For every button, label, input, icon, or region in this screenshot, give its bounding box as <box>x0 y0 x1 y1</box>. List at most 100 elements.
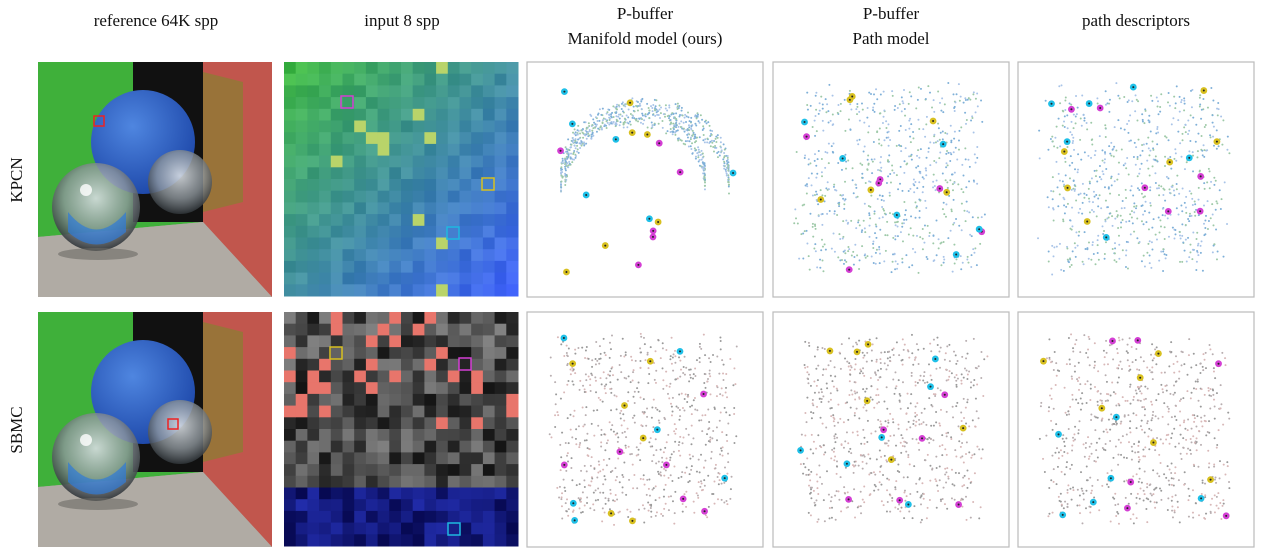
embedding-point <box>1163 188 1166 191</box>
embedding-point <box>733 442 736 445</box>
embedding-point <box>827 110 830 113</box>
embedding-point <box>887 175 890 178</box>
embedding-point <box>964 220 967 223</box>
embedding-point <box>863 436 866 439</box>
embedding-point <box>937 247 940 250</box>
embedding-point <box>897 427 900 430</box>
embedding-point <box>706 141 709 144</box>
embedding-point <box>639 477 642 480</box>
embedding-point <box>678 105 681 108</box>
embedding-point <box>602 483 605 486</box>
embedding-point <box>615 408 618 411</box>
embedding-point <box>872 240 875 243</box>
embedding-point <box>863 145 866 148</box>
embedding-point <box>599 352 602 355</box>
embedding-point <box>1154 155 1157 158</box>
embedding-point <box>846 506 849 509</box>
embedding-point <box>1072 489 1075 492</box>
embedding-point <box>604 118 607 121</box>
embedding-point <box>1104 124 1107 127</box>
embedding-point <box>802 472 805 475</box>
embedding-point <box>703 484 706 487</box>
embedding-point <box>1174 102 1177 105</box>
embedding-point <box>825 187 828 190</box>
embedding-point <box>875 88 878 91</box>
embedding-point <box>1073 370 1076 373</box>
input-pixel <box>471 452 484 465</box>
embedding-point <box>675 405 678 408</box>
embedding-point <box>893 434 896 437</box>
embedding-point <box>617 436 620 439</box>
embedding-point <box>718 479 721 482</box>
embedding-point <box>677 137 680 140</box>
embedding-point <box>806 91 809 94</box>
input-pixel <box>424 73 437 86</box>
embedding-point <box>1064 109 1067 112</box>
embedding-point <box>688 479 691 482</box>
embedding-point <box>817 364 820 367</box>
embedding-point <box>618 364 621 367</box>
embedding-point <box>1198 429 1201 432</box>
input-pixel <box>401 108 414 121</box>
input-pixel <box>401 85 414 98</box>
embedding-point <box>849 373 852 376</box>
embedding-point <box>1087 348 1090 351</box>
embedding-point <box>653 108 656 111</box>
embedding-point <box>1078 230 1081 233</box>
embedding-point <box>914 216 917 219</box>
embedding-point <box>1115 515 1118 518</box>
embedding-point <box>1147 498 1150 501</box>
embedding-point <box>657 113 660 116</box>
embedding-point <box>850 219 853 222</box>
embedding-point <box>638 117 641 120</box>
input-pixel <box>295 312 308 325</box>
embedding-point <box>957 83 960 86</box>
embedding-point <box>902 476 905 479</box>
embedding-point <box>1096 416 1099 419</box>
input-pixel <box>342 202 355 215</box>
input-pixel <box>471 382 484 395</box>
embedding-point <box>1047 410 1050 413</box>
embedding-point <box>840 258 843 261</box>
embedding-point <box>1217 429 1220 432</box>
embedding-point <box>1081 522 1084 525</box>
embedding-point <box>869 92 872 95</box>
embedding-point <box>907 453 910 456</box>
embedding-point <box>845 219 848 222</box>
embedding-point <box>577 124 580 127</box>
embedding-point <box>856 113 859 116</box>
embedding-point <box>833 212 836 215</box>
embedding-point <box>878 217 881 220</box>
embedding-point <box>1087 335 1090 338</box>
input-pixel <box>342 143 355 157</box>
embedding-point <box>817 215 820 218</box>
embedding-point <box>860 230 863 233</box>
input-pixel <box>436 475 449 488</box>
highlight-core <box>637 263 640 266</box>
embedding-point <box>694 133 697 136</box>
embedding-point <box>815 176 818 179</box>
embedding-point <box>891 169 894 172</box>
input-pixel <box>330 323 343 336</box>
embedding-point <box>1072 350 1075 353</box>
highlight-core <box>646 133 649 136</box>
input-pixel <box>459 522 472 535</box>
embedding-point <box>829 374 832 377</box>
embedding-point <box>875 358 878 361</box>
input-pixel <box>284 452 297 465</box>
embedding-point <box>920 411 923 414</box>
embedding-point <box>962 191 965 194</box>
input-pixel <box>494 335 507 348</box>
embedding-point <box>952 198 955 201</box>
input-pixel <box>377 202 390 215</box>
embedding-point <box>838 233 841 236</box>
embedding-point <box>648 494 651 497</box>
embedding-point <box>1086 128 1089 131</box>
embedding-point <box>1142 448 1145 451</box>
input-pixel <box>365 417 379 430</box>
embedding-point <box>963 209 966 212</box>
embedding-point <box>971 115 974 118</box>
embedding-point <box>574 155 577 158</box>
embedding-point <box>944 131 947 134</box>
input-pixel <box>412 108 425 121</box>
